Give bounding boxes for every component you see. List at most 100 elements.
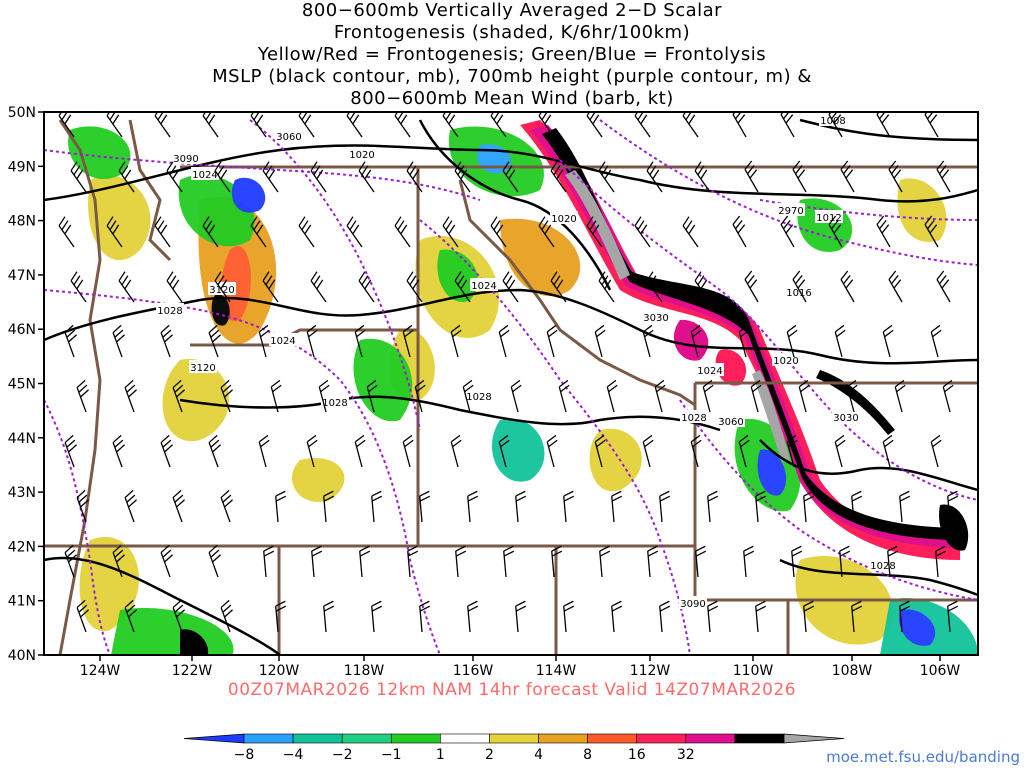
wind-barb <box>851 600 863 633</box>
wind-barb <box>498 434 510 468</box>
wind-barb <box>888 270 903 303</box>
wind-barb <box>786 324 798 358</box>
wind-barb <box>611 600 623 633</box>
colorbar-segment <box>440 733 490 744</box>
latitude-label: 47N <box>8 268 36 284</box>
longitude-label: 122W <box>172 663 213 679</box>
latitude-label: 40N <box>8 648 36 664</box>
wind-barb <box>172 489 185 523</box>
wind-barb <box>586 216 603 248</box>
colorbar-segment <box>489 733 539 744</box>
wind-barb <box>454 271 471 303</box>
wind-barb <box>502 161 519 193</box>
wind-barb <box>738 324 750 358</box>
wind-barb <box>828 215 843 248</box>
wind-barb <box>160 324 173 358</box>
wind-barb <box>930 434 942 468</box>
wind-barb <box>208 544 221 578</box>
wind-barb <box>546 324 558 358</box>
wind-barb <box>298 216 315 248</box>
wind-barb <box>220 489 233 523</box>
wind-barb <box>112 544 125 578</box>
latitude-label: 45N <box>8 377 36 393</box>
wind-barb <box>642 434 654 468</box>
height-contour-label: 2970 <box>778 206 803 217</box>
wind-barb <box>462 379 474 413</box>
wind-barb <box>450 434 462 468</box>
colorbar-segment <box>183 733 245 744</box>
wind-barb <box>646 271 663 303</box>
wind-barb <box>358 271 375 303</box>
wind-barb <box>840 160 855 193</box>
wind-barb <box>876 215 891 248</box>
wind-barb <box>899 490 911 523</box>
wind-barb <box>803 600 815 633</box>
wind-barb <box>220 599 233 633</box>
wind-barb <box>738 434 750 468</box>
colorbar: −8 −4 −2 −1 1 2 4 8 16 32 <box>183 733 845 763</box>
wind-barb <box>202 216 219 248</box>
wind-barb <box>275 600 287 633</box>
wind-barb <box>936 270 951 303</box>
mslp-contour-label: 1016 <box>786 288 811 299</box>
colorbar-tick-label: 2 <box>485 747 494 763</box>
wind-barb <box>743 545 755 578</box>
wind-barb <box>834 324 846 358</box>
colorbar-segment <box>685 733 736 744</box>
wind-barb <box>755 600 767 633</box>
height-contour-label: 3090 <box>173 154 198 165</box>
wind-barb <box>803 490 815 523</box>
mslp-contour-label: 1028 <box>466 392 491 403</box>
wind-barb <box>455 545 467 578</box>
colorbar-segment <box>292 733 343 744</box>
colorbar-segment <box>341 733 392 744</box>
wind-barb <box>654 379 666 413</box>
wind-barb <box>606 379 618 413</box>
wind-barb <box>502 271 519 303</box>
wind-barb <box>64 434 77 468</box>
wind-barb <box>220 379 233 413</box>
latitude-labels: 50N 49N 48N 47N 46N 45N 44N 43N 42N 41N 40N <box>8 105 44 664</box>
wind-barb <box>942 379 954 413</box>
wind-barb <box>358 161 375 193</box>
wind-barb <box>354 324 366 358</box>
wind-barb <box>402 434 414 468</box>
wind-barb <box>792 270 807 303</box>
wind-barb <box>894 379 906 413</box>
wind-barb <box>118 271 135 303</box>
latitude-label: 46N <box>8 322 36 338</box>
wind-barb <box>551 545 563 578</box>
wind-barb <box>263 545 275 578</box>
wind-barb <box>924 215 939 248</box>
wind-barb <box>839 545 851 578</box>
wind-barb <box>599 545 611 578</box>
height-contour-label: 3030 <box>833 413 858 424</box>
wind-barb <box>366 379 378 413</box>
wind-barb <box>947 490 959 523</box>
wind-barb <box>930 324 942 358</box>
wind-barb <box>702 379 714 413</box>
contour-labels: 1008101210161020102010201024102410241024… <box>156 113 897 610</box>
latitude-label: 44N <box>8 431 36 447</box>
wind-barb <box>558 379 570 413</box>
longitude-label: 120W <box>259 663 300 679</box>
wind-barb <box>359 545 371 578</box>
wind-barb <box>594 434 606 468</box>
wind-barb <box>851 490 863 523</box>
wind-barb <box>694 271 711 303</box>
wind-barb <box>563 600 575 633</box>
wind-barb <box>642 324 654 358</box>
wind-barb <box>318 379 330 413</box>
wind-barb <box>935 545 947 578</box>
wind-barb <box>882 434 894 468</box>
wind-barb <box>780 112 795 138</box>
wind-barb <box>924 112 939 138</box>
wind-barb <box>659 600 671 633</box>
longitude-label: 116W <box>453 663 494 679</box>
wind-barb <box>64 544 77 578</box>
wind-barb <box>172 599 185 633</box>
wind-barb <box>76 489 89 523</box>
height-contour-label: 3120 <box>190 363 215 374</box>
wind-barb <box>402 324 414 358</box>
wind-barb <box>306 324 318 358</box>
